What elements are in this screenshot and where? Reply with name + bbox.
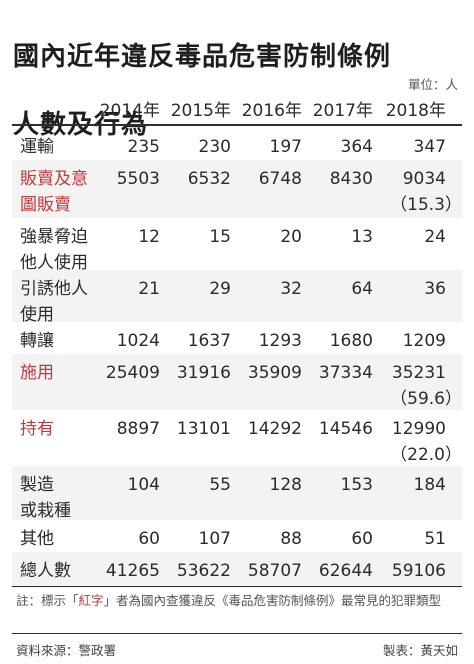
row-label: 總人數: [20, 561, 71, 581]
unit-label: 單位：人: [407, 77, 458, 92]
table-cell: 21: [138, 279, 160, 299]
table-cell: 20: [280, 227, 302, 247]
table-row: 販賣及意 圖販賣 5503 6532 6748 8430 9034 （15.3）: [12, 160, 462, 218]
percentage-note: （22.0）: [390, 445, 462, 465]
year-header: 2018年: [385, 101, 446, 121]
table-cell: 153: [340, 475, 373, 495]
title-line-1: 國內近年違反毒品危害防制條例: [13, 42, 392, 72]
table-cell: 58707: [247, 561, 302, 581]
table-cell: 8430: [329, 169, 373, 189]
table-cell: 60: [138, 529, 160, 549]
table-cell: 5503: [116, 169, 160, 189]
footnote-suffix: 」者為國內查獲違反《毒品危害防制條例》最常見的犯罪類型: [103, 593, 442, 608]
table-cell: 128: [269, 475, 302, 495]
row-label: 其他: [20, 529, 54, 549]
table-cell: 230: [198, 137, 231, 157]
table-cell: 1209: [402, 331, 446, 351]
table-cell: 35231: [391, 363, 446, 383]
footnote-highlight: 紅字: [78, 593, 104, 608]
row-label: 轉讓: [20, 331, 54, 351]
data-source: 資料來源：警政署: [16, 643, 117, 658]
footnote: 註：標示「紅字」者為國內查獲違反《毒品危害防制條例》最常見的犯罪類型: [16, 592, 460, 610]
table-cell: 6532: [187, 169, 231, 189]
table-row: 引誘他人 使用 21 29 32 64 36: [12, 270, 462, 325]
table-cell: 25409: [105, 363, 160, 383]
table-cell: 24: [424, 227, 446, 247]
table-cell: 53622: [176, 561, 231, 581]
footnote-prefix: 註：標示「: [16, 593, 79, 608]
table-cell: 32: [280, 279, 302, 299]
row-label: 製造 或栽種: [20, 475, 71, 521]
table-row: 其他 60 107 88 60 51: [12, 520, 462, 552]
data-table: 運輸 235 230 197 364 347 販賣及意 圖販賣 5503 6532 6748 843…: [12, 128, 462, 588]
table-cell: 235: [127, 137, 160, 157]
row-label: 販賣及意 圖販賣: [20, 169, 88, 215]
table-cell: 347: [413, 137, 446, 157]
row-label: 施用: [20, 363, 54, 383]
table-cell: 36: [424, 279, 446, 299]
table-cell: 184: [413, 475, 446, 495]
table-cell: 60: [351, 529, 373, 549]
table-row: 施用 25409 31916 35909 37334 35231 （59.6）: [12, 354, 462, 410]
table-cell: 8897: [116, 419, 160, 439]
table-cell: 104: [127, 475, 160, 495]
table-cell: 15: [209, 227, 231, 247]
table-cell: 6748: [258, 169, 302, 189]
table-cell: 31916: [176, 363, 231, 383]
year-header: 2017年: [312, 101, 373, 121]
year-header: 2015年: [170, 101, 231, 121]
row-label: 引誘他人 使用: [20, 279, 88, 325]
year-header: 2016年: [241, 101, 302, 121]
table-cell: 9034: [402, 169, 446, 189]
table-row: 運輸 235 230 197 364 347: [12, 128, 462, 160]
table-cell: 14546: [318, 419, 373, 439]
table-cell: 12990: [391, 419, 446, 439]
year-header: 2014年: [99, 101, 160, 121]
table-cell: 1024: [116, 331, 160, 351]
table-cell: 1680: [329, 331, 373, 351]
table-row: 總人數 41265 53622 58707 62644 59106: [12, 552, 462, 588]
table-bottom-divider: [12, 586, 462, 587]
table-row: 轉讓 1024 1637 1293 1680 1209: [12, 322, 462, 354]
row-label: 運輸: [20, 137, 54, 157]
table-cell: 64: [351, 279, 373, 299]
table-row: 製造 或栽種 104 55 128 153 184: [12, 466, 462, 521]
table-cell: 1293: [258, 331, 302, 351]
table-cell: 107: [198, 529, 231, 549]
table-row: 強暴脅迫 他人使用 12 15 20 13 24: [12, 218, 462, 273]
header-divider: [12, 124, 462, 126]
table-cell: 35909: [247, 363, 302, 383]
table-cell: 14292: [247, 419, 302, 439]
percentage-note: （15.3）: [390, 195, 462, 215]
footer: 資料來源：警政署 製表：黃天如: [0, 640, 474, 658]
table-cell: 51: [424, 529, 446, 549]
table-cell: 59106: [391, 561, 446, 581]
table-cell: 12: [138, 227, 160, 247]
table-cell: 13: [351, 227, 373, 247]
table-cell: 37334: [318, 363, 373, 383]
table-cell: 197: [269, 137, 302, 157]
percentage-note: （59.6）: [390, 389, 462, 409]
table-credit: 製表：黃天如: [382, 643, 458, 658]
table-cell: 13101: [176, 419, 231, 439]
row-label: 持有: [20, 419, 54, 439]
table-row: 持有 8897 13101 14292 14546 12990 （22.0）: [12, 410, 462, 466]
table-cell: 1637: [187, 331, 231, 351]
table-cell: 41265: [105, 561, 160, 581]
footer-divider: [12, 633, 462, 634]
year-header-row: 2014年 2015年 2016年 2017年 2018年: [0, 96, 474, 121]
table-cell: 62644: [318, 561, 373, 581]
table-cell: 364: [340, 137, 373, 157]
table-cell: 29: [209, 279, 231, 299]
table-cell: 55: [209, 475, 231, 495]
row-label: 強暴脅迫 他人使用: [20, 227, 88, 273]
table-cell: 88: [280, 529, 302, 549]
